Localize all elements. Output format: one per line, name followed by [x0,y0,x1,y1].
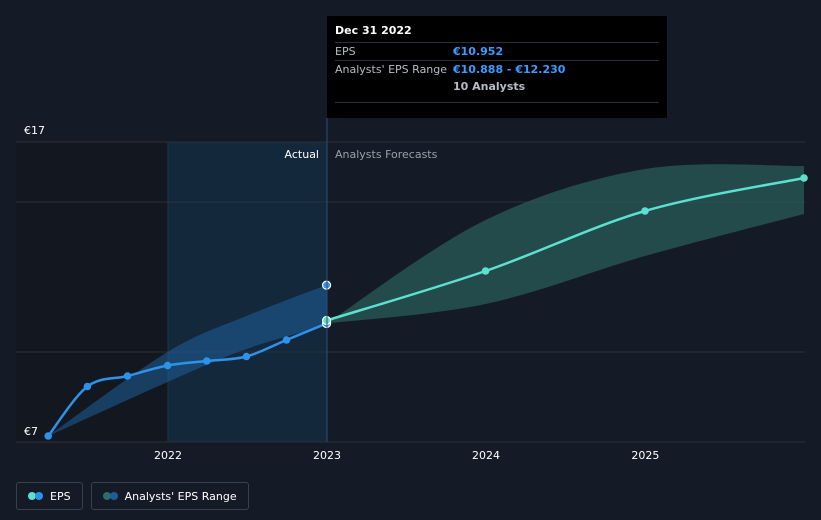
actual-eps-point [242,352,251,361]
forecast-eps-point [800,174,808,182]
tooltip-eps-value: €10.952 [453,45,504,58]
actual-eps-point [123,372,132,380]
eps-legend-icon [28,492,44,500]
analysts-forecasts-label: Analysts Forecasts [335,148,438,161]
x-tick-label: 2025 [631,449,659,462]
chart-legend: EPS Analysts' EPS Range [16,482,249,510]
actual-label: Actual [285,148,319,161]
tooltip-date: Dec 31 2022 [335,24,412,37]
x-axis-ticks: 2022 2023 2024 2025 [154,449,659,462]
legend-analysts-range[interactable]: Analysts' EPS Range [90,482,249,510]
legend-range-label: Analysts' EPS Range [124,489,237,503]
legend-eps-label: EPS [50,489,71,503]
actual-eps-range-band [48,285,327,436]
tooltip-range-value: €10.888 - €12.230 [453,63,566,76]
tooltip-range-row: Analysts' EPS Range €10.888 - €12.230 [335,60,659,78]
tooltip-analysts-count: 10 Analysts [335,78,659,103]
actual-eps-point [163,361,172,370]
tooltip-eps-label: EPS [335,45,356,58]
forecast-eps-point [481,267,490,275]
x-tick-label: 2023 [313,449,341,462]
forecast-eps-line [325,176,806,322]
x-tick-label: 2024 [472,449,500,462]
forecast-eps-point [641,207,649,215]
actual-region-highlight [168,142,327,442]
tooltip-range-label: Analysts' EPS Range [335,63,448,76]
actual-eps-point [282,336,291,344]
eps-tooltip: Dec 31 2022 EPS €10.952 Analysts' EPS Ra… [327,16,667,118]
y-axis-bottom-label: €7 [24,425,38,438]
actual-eps-point [202,357,211,365]
actual-eps-point [44,432,53,440]
y-axis-top-label: €17 [24,124,45,137]
tooltip-eps-row: EPS €10.952 [335,42,659,60]
range-legend-icon [102,492,119,500]
x-tick-label: 2022 [154,449,182,462]
legend-eps[interactable]: EPS [16,482,83,510]
actual-eps-point [83,382,92,391]
